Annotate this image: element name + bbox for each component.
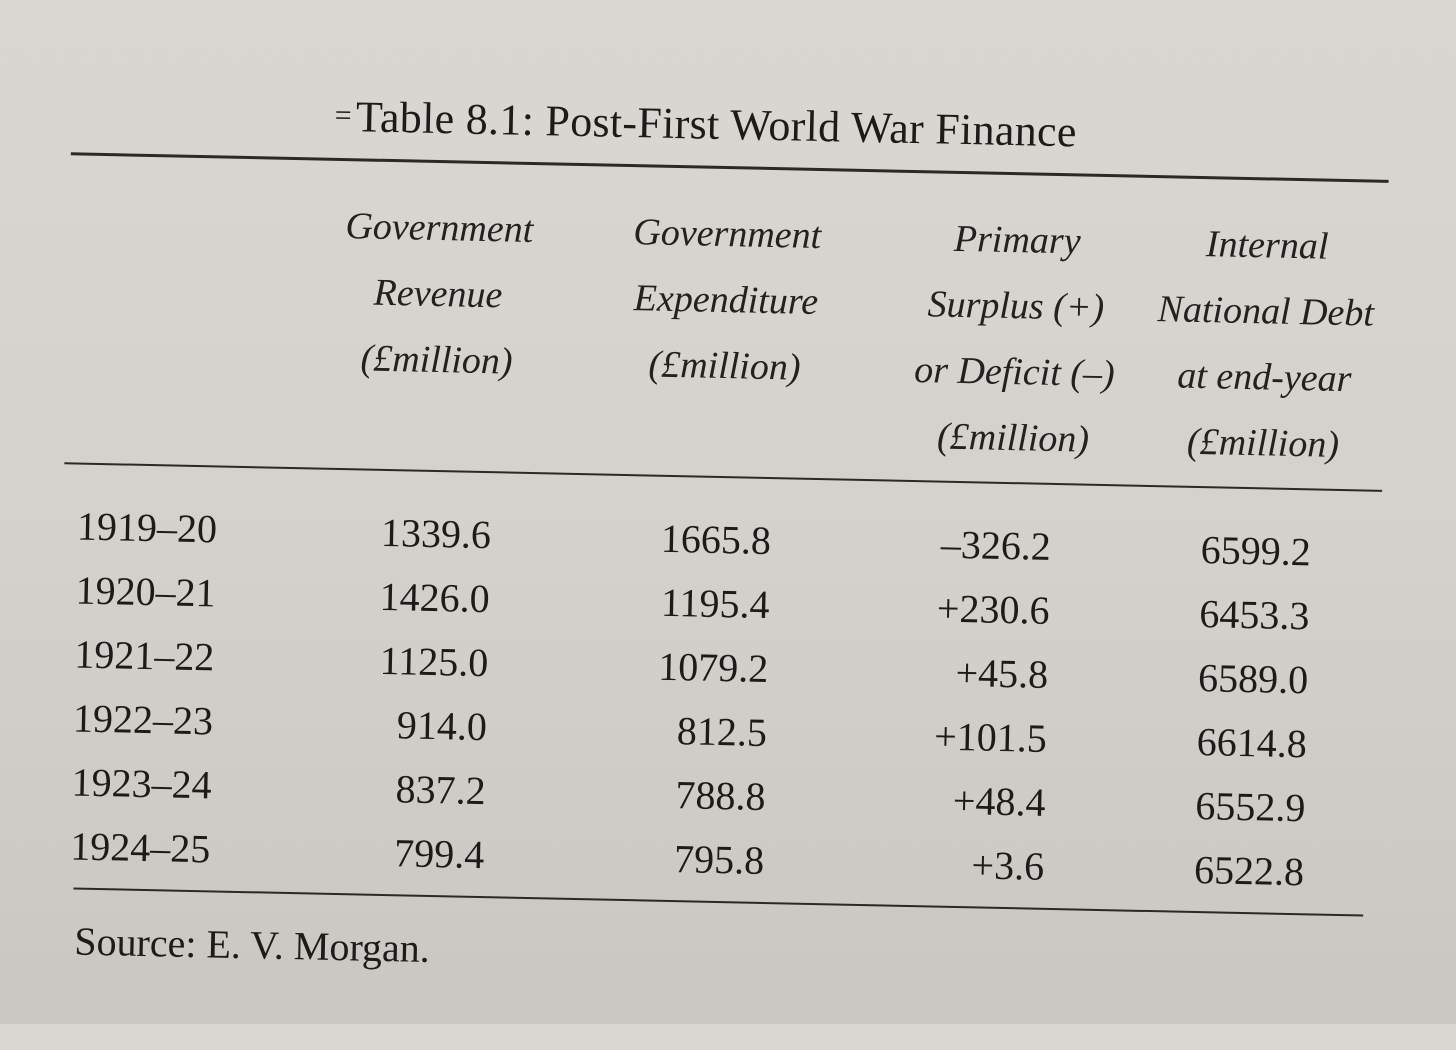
expenditure-cell: 795.8: [673, 836, 765, 883]
table-title-text: Table 8.1: Post-First World War Finance: [355, 92, 1078, 157]
year-cell: 1921–22: [73, 631, 215, 680]
header-line: Government: [345, 205, 534, 252]
header-revenue: Government Revenue (£million): [286, 192, 590, 396]
balance-cell: +3.6: [971, 842, 1045, 889]
debt-cell: 6614.8: [1196, 719, 1308, 767]
debt-cell: 6589.0: [1197, 655, 1309, 703]
revenue-cell: 914.0: [396, 702, 488, 750]
revenue-cell: 1125.0: [379, 637, 489, 686]
expenditure-cell: 788.8: [675, 772, 767, 819]
header-line: (£million): [1186, 420, 1340, 466]
header-line: Expenditure: [633, 277, 819, 323]
revenue-cell: 1339.6: [380, 509, 492, 558]
balance-cell: +101.5: [933, 713, 1048, 761]
table-title: =Table 8.1: Post-First World War Finance: [334, 91, 1077, 158]
header-line: National Debt: [1157, 288, 1375, 335]
header-line: (£million): [648, 343, 801, 389]
revenue-cell: 799.4: [393, 830, 485, 878]
source-note: Source: E. V. Morgan.: [73, 918, 431, 971]
debt-cell: 6552.9: [1194, 783, 1306, 831]
year-cell: 1919–20: [76, 503, 218, 552]
balance-cell: +45.8: [955, 649, 1049, 697]
header-expenditure: Government Expenditure (£million): [574, 198, 878, 402]
balance-cell: +48.4: [952, 777, 1046, 825]
header-national-debt: Internal National Debt at end-year (£mil…: [1112, 209, 1417, 479]
year-cell: 1923–24: [71, 759, 213, 808]
expenditure-cell: 812.5: [676, 708, 768, 756]
year-cell: 1920–21: [75, 567, 217, 616]
year-cell: 1924–25: [69, 823, 211, 872]
debt-cell: 6453.3: [1198, 591, 1310, 639]
header-line: Government: [632, 211, 822, 258]
debt-cell: 6599.2: [1200, 527, 1312, 575]
header-line: at end-year: [1176, 354, 1352, 401]
pencil-mark: =: [334, 98, 353, 133]
top-rule: [70, 152, 1389, 183]
revenue-cell: 1426.0: [379, 573, 491, 622]
debt-cell: 6522.8: [1193, 846, 1305, 895]
header-line: Revenue: [373, 271, 503, 317]
balance-cell: –326.2: [940, 521, 1052, 569]
balance-cell: +230.6: [936, 585, 1050, 633]
expenditure-cell: 1079.2: [657, 643, 769, 692]
expenditure-cell: 1195.4: [660, 579, 771, 628]
revenue-cell: 837.2: [395, 766, 487, 814]
header-line: Internal: [1205, 223, 1329, 268]
header-line: (£million): [360, 337, 514, 383]
year-cell: 1922–23: [72, 695, 214, 744]
expenditure-cell: 1665.8: [660, 515, 772, 564]
